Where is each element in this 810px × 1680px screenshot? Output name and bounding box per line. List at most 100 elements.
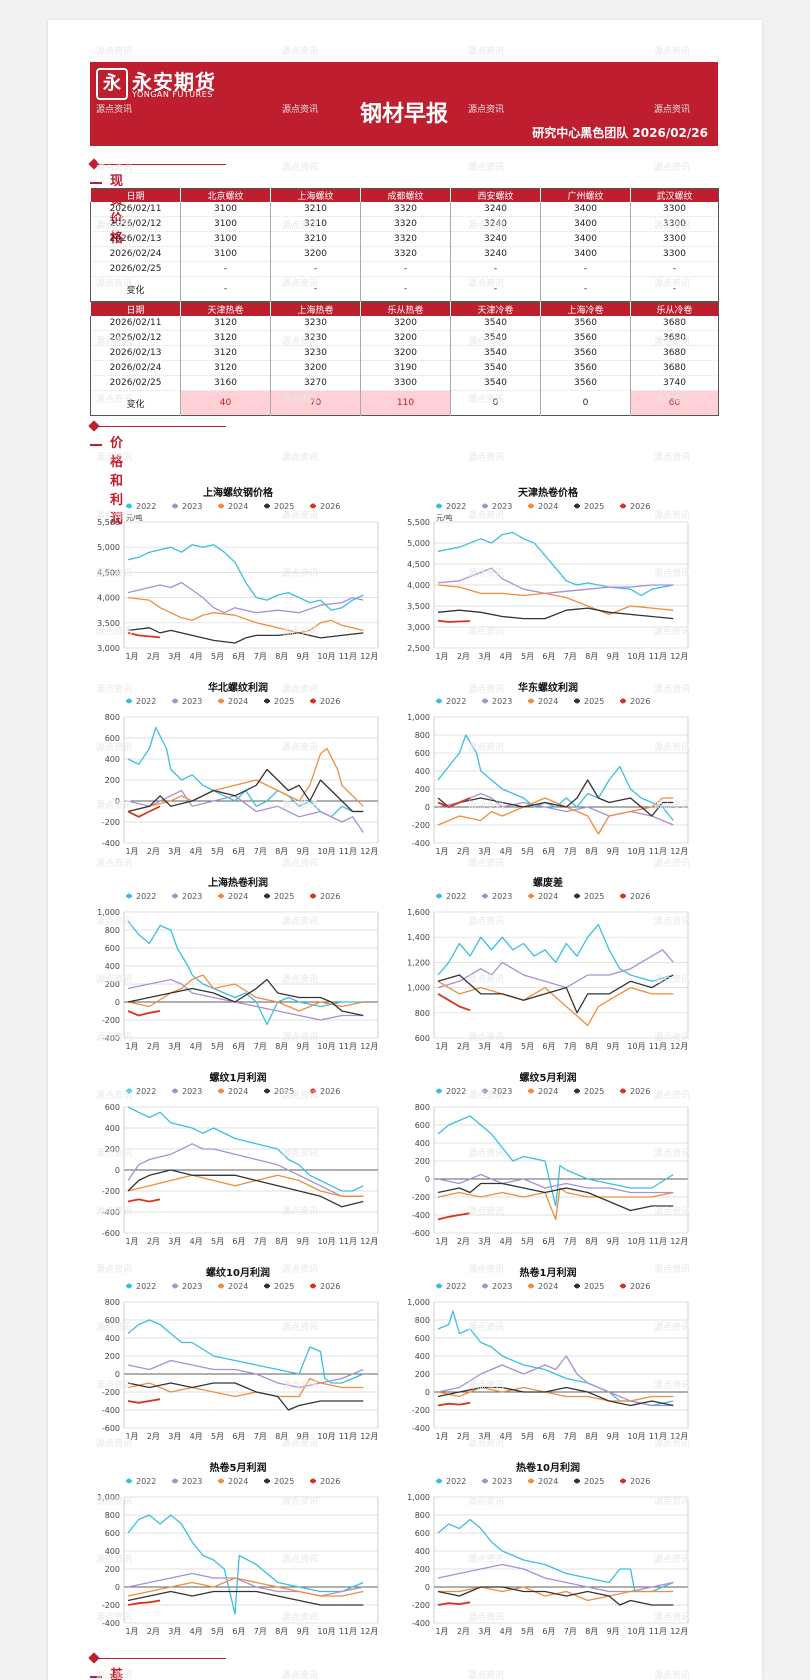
change-cell: - bbox=[450, 276, 541, 302]
x-tick-label: 6月 bbox=[232, 652, 245, 661]
series-line-2022 bbox=[437, 923, 674, 982]
chart-title: 天津热卷价格 bbox=[518, 488, 578, 499]
chart-12: 热卷10月利润 2022 2023 2024 2025 2026 -400 -200 0 200 4… bbox=[398, 1459, 698, 1639]
x-tick-label: 7月 bbox=[254, 1042, 267, 1051]
y-tick-label: -400 bbox=[412, 1619, 430, 1628]
legend-label: 2024 bbox=[538, 1282, 558, 1291]
legend-marker bbox=[436, 893, 442, 899]
legend-label: 2024 bbox=[228, 892, 248, 901]
x-tick-label: 8月 bbox=[585, 847, 598, 856]
watermark-text: 源点资讯 bbox=[654, 511, 691, 521]
column-header: 天津热卷 bbox=[180, 302, 271, 316]
series-line-2023 bbox=[437, 1563, 674, 1593]
y-tick-label: 400 bbox=[415, 1547, 430, 1556]
y-tick-label: 600 bbox=[105, 1529, 120, 1538]
series-line-2024 bbox=[437, 980, 674, 1027]
legend-label: 2024 bbox=[538, 502, 558, 511]
y-tick-label: -400 bbox=[102, 1208, 120, 1217]
legend-marker bbox=[574, 698, 580, 704]
y-tick-label: 800 bbox=[415, 1103, 430, 1112]
chart-svg: 2022 2023 2024 2025 2026 -400 -200 0 200 400 600 80… bbox=[102, 697, 379, 856]
series-line-2022 bbox=[127, 1319, 364, 1384]
y-tick-label: 600 bbox=[415, 749, 430, 758]
series-line-2025 bbox=[127, 1169, 364, 1208]
x-tick-label: 8月 bbox=[585, 1627, 598, 1636]
watermark-text: 源点资讯 bbox=[654, 1671, 691, 1680]
watermark-text: 源点资讯 bbox=[468, 1265, 505, 1275]
y-tick-label: -400 bbox=[102, 1406, 120, 1415]
table-cell: 3680 bbox=[630, 316, 719, 331]
legend-label: 2026 bbox=[320, 1282, 340, 1291]
y-tick-label: 1,200 bbox=[407, 958, 430, 967]
y-tick-label: 1,000 bbox=[407, 984, 430, 993]
watermark-text: 源点资讯 bbox=[96, 569, 133, 579]
watermark-text: 源点资讯 bbox=[96, 1207, 133, 1217]
watermark-text: 源点资讯 bbox=[468, 685, 505, 695]
report-title: 钢材早报 bbox=[359, 102, 448, 127]
table-cell: 3540 bbox=[450, 345, 541, 361]
x-tick-label: 8月 bbox=[275, 1042, 288, 1051]
y-tick-label: 3,000 bbox=[407, 623, 430, 632]
yongan-logo-icon: 永 bbox=[96, 68, 128, 100]
x-tick-label: 11月 bbox=[339, 1627, 357, 1636]
logo-cn-text: 永安期货 bbox=[132, 70, 216, 94]
watermark-text: 源点资讯 bbox=[468, 1555, 505, 1565]
series-line-2024 bbox=[437, 584, 674, 616]
legend-label: 2024 bbox=[228, 502, 248, 511]
legend-marker bbox=[482, 503, 488, 509]
watermark-text: 源点资讯 bbox=[654, 917, 691, 927]
y-tick-label: 0 bbox=[115, 1583, 120, 1592]
y-tick-label: 1,000 bbox=[407, 1493, 430, 1502]
legend-marker bbox=[620, 893, 626, 899]
change-cell: 0 bbox=[450, 390, 541, 416]
section-title: 价格和利润 bbox=[110, 436, 128, 527]
chart-title: 华北螺纹利润 bbox=[208, 683, 268, 694]
x-tick-label: 7月 bbox=[564, 1432, 577, 1441]
table-cell: - bbox=[180, 261, 271, 277]
report-page: 永 永安期货 YONGAN FUTURES 钢材早报 研究中心黑色团队 2026… bbox=[48, 20, 762, 1680]
watermark-text: 源点资讯 bbox=[96, 627, 133, 637]
x-tick-label: 1月 bbox=[435, 1627, 448, 1636]
series-line-2024 bbox=[127, 1174, 364, 1197]
y-tick-label: -200 bbox=[412, 1406, 430, 1415]
table-cell: 3240 bbox=[450, 216, 541, 232]
x-tick-label: 9月 bbox=[607, 1627, 620, 1636]
watermark-text: 源点资讯 bbox=[282, 917, 319, 927]
table-row: 2026/02/25- - - - - - bbox=[90, 261, 719, 277]
legend-label: 2023 bbox=[492, 1282, 512, 1291]
x-tick-label: 10月 bbox=[317, 1432, 335, 1441]
x-tick-label: 5月 bbox=[521, 652, 534, 661]
x-tick-label: 9月 bbox=[297, 652, 310, 661]
legend-marker bbox=[218, 1088, 224, 1094]
legend-label: 2026 bbox=[320, 697, 340, 706]
x-tick-label: 5月 bbox=[211, 652, 224, 661]
watermark-text: 源点资讯 bbox=[654, 1265, 691, 1275]
table-cell: 3300 bbox=[630, 216, 719, 232]
legend-marker bbox=[528, 698, 534, 704]
column-header: 北京螺纹 bbox=[180, 188, 271, 202]
coil-spot-table: 日期 天津热卷 上海热卷 乐从热卷 天津冷卷 上海冷卷 乐从冷卷 2026/02/11 3120… bbox=[90, 302, 719, 416]
watermark-text: 源点资讯 bbox=[282, 685, 319, 695]
watermark-text: 源点资讯 bbox=[468, 1381, 505, 1391]
legend-label: 2023 bbox=[492, 697, 512, 706]
chart-4: 华东螺纹利润 2022 2023 2024 2025 2026 -400 -200 0 200 40… bbox=[398, 679, 698, 859]
chart-title: 上海螺纹钢价格 bbox=[203, 488, 273, 499]
legend-label: 2026 bbox=[320, 1087, 340, 1096]
y-tick-label: 5,500 bbox=[97, 518, 120, 527]
watermark-text: 源点资讯 bbox=[654, 1091, 691, 1101]
table-cell: - bbox=[450, 261, 541, 277]
table-cell: 2026/02/25 bbox=[90, 261, 181, 277]
y-tick-label: 0 bbox=[115, 1166, 120, 1175]
table-cell: 3320 bbox=[360, 246, 451, 262]
section-title: 基差和月差 bbox=[110, 1668, 128, 1680]
x-tick-label: 11月 bbox=[339, 1237, 357, 1246]
change-cell: - bbox=[180, 276, 271, 302]
y-tick-label: 0 bbox=[425, 803, 430, 812]
chart-title: 螺纹10月利润 bbox=[206, 1268, 270, 1279]
x-tick-label: 7月 bbox=[564, 1237, 577, 1246]
report-subtitle: 研究中心黑色团队 2026/02/26 bbox=[532, 126, 708, 140]
chart-title: 热卷10月利润 bbox=[516, 1463, 580, 1474]
table-cell: 3560 bbox=[540, 375, 631, 391]
x-tick-label: 11月 bbox=[339, 1432, 357, 1441]
series-line-2023 bbox=[127, 1359, 364, 1389]
